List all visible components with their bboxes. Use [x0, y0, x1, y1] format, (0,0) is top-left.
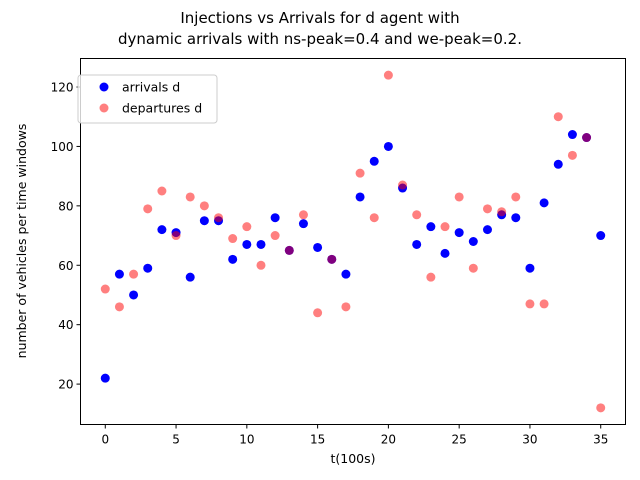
legend-marker-departures — [99, 103, 109, 113]
departures-point — [341, 302, 351, 312]
x-tick-label: 30 — [522, 433, 537, 447]
departures-point — [482, 204, 492, 214]
y-tick-label: 20 — [58, 378, 73, 392]
departures-point — [199, 201, 209, 211]
y-tick-label: 120 — [51, 81, 74, 95]
x-tick-label: 15 — [310, 433, 325, 447]
legend: arrivals d departures d — [77, 74, 218, 124]
arrivals-point — [100, 373, 110, 383]
x-tick-label: 25 — [452, 433, 467, 447]
departures-point — [256, 260, 266, 270]
departures-point — [567, 150, 577, 160]
arrivals-point — [313, 242, 323, 252]
departures-point — [440, 222, 450, 232]
departures-point — [454, 192, 464, 202]
departures-point — [129, 269, 139, 279]
chart-title-line-1: Injections vs Arrivals for d agent with — [180, 9, 459, 27]
arrivals-point — [596, 231, 606, 241]
arrivals-point — [143, 263, 153, 273]
x-tick-label: 5 — [172, 433, 180, 447]
x-tick-label: 35 — [593, 433, 608, 447]
legend-label-arrivals: arrivals d — [122, 80, 180, 95]
arrivals-point — [185, 272, 195, 282]
departures-point — [426, 272, 436, 282]
y-axis-label: number of vehicles per time windows — [14, 124, 29, 359]
arrivals-point — [129, 290, 139, 300]
departures-point — [497, 207, 507, 217]
arrivals-point — [539, 198, 549, 208]
departures-point — [539, 299, 549, 309]
departures-point — [270, 231, 280, 241]
plot-frame — [80, 58, 626, 425]
ticks-layer: 0 5 10 15 20 25 30 35 20 40 60 80 100 120 — [51, 81, 609, 447]
departures-point — [284, 245, 294, 255]
arrivals-point — [228, 254, 238, 264]
arrivals-point — [355, 192, 365, 202]
arrivals-point — [256, 239, 266, 249]
arrivals-point — [426, 222, 436, 232]
departures-point — [553, 112, 563, 122]
data-points-layer — [100, 70, 606, 413]
arrivals-point — [525, 263, 535, 273]
departures-point — [157, 186, 167, 196]
y-tick-label: 100 — [51, 140, 74, 154]
y-tick-label: 60 — [58, 259, 73, 273]
departures-point — [511, 192, 521, 202]
departures-point — [355, 168, 365, 178]
arrivals-point — [369, 156, 379, 166]
departures-point — [143, 204, 153, 214]
x-tick-label: 10 — [239, 433, 254, 447]
departures-point — [171, 231, 181, 241]
departures-point — [383, 70, 393, 80]
arrivals-point — [157, 225, 167, 235]
arrivals-point — [567, 130, 577, 140]
departures-point — [369, 213, 379, 223]
arrivals-point — [298, 219, 308, 229]
departures-point — [525, 299, 535, 309]
x-axis-label: t(100s) — [330, 451, 375, 466]
legend-box — [77, 74, 218, 124]
departures-point — [412, 210, 422, 220]
arrivals-point — [440, 248, 450, 258]
departures-point — [228, 234, 238, 244]
departures-point — [398, 180, 408, 190]
arrivals-point — [199, 216, 209, 226]
arrivals-point — [412, 239, 422, 249]
departures-point — [100, 284, 110, 294]
arrivals-point — [468, 237, 478, 246]
x-tick-label: 0 — [101, 433, 109, 447]
arrivals-point — [454, 228, 464, 238]
chart-title-line-2: dynamic arrivals with ns-peak=0.4 and we… — [118, 30, 522, 48]
departures-point — [114, 302, 124, 312]
departures-point — [596, 403, 606, 413]
departures-point — [582, 133, 592, 143]
arrivals-point — [511, 213, 521, 223]
departures-point — [242, 222, 252, 232]
legend-label-departures: departures d — [122, 101, 202, 116]
y-tick-label: 80 — [58, 199, 73, 213]
departures-point — [185, 192, 195, 202]
arrivals-point — [114, 269, 124, 279]
arrivals-point — [383, 141, 393, 151]
arrivals-point — [270, 213, 280, 223]
departures-point — [327, 254, 337, 264]
departures-point — [468, 263, 478, 273]
x-tick-label: 20 — [381, 433, 396, 447]
y-tick-label: 40 — [58, 318, 73, 332]
departures-point — [214, 213, 224, 223]
arrivals-point — [553, 159, 563, 169]
arrivals-point — [341, 269, 351, 279]
departures-point — [298, 210, 308, 220]
arrivals-point — [482, 225, 492, 235]
departures-point — [313, 308, 323, 318]
legend-marker-arrivals — [99, 82, 109, 92]
arrivals-point — [242, 239, 252, 249]
